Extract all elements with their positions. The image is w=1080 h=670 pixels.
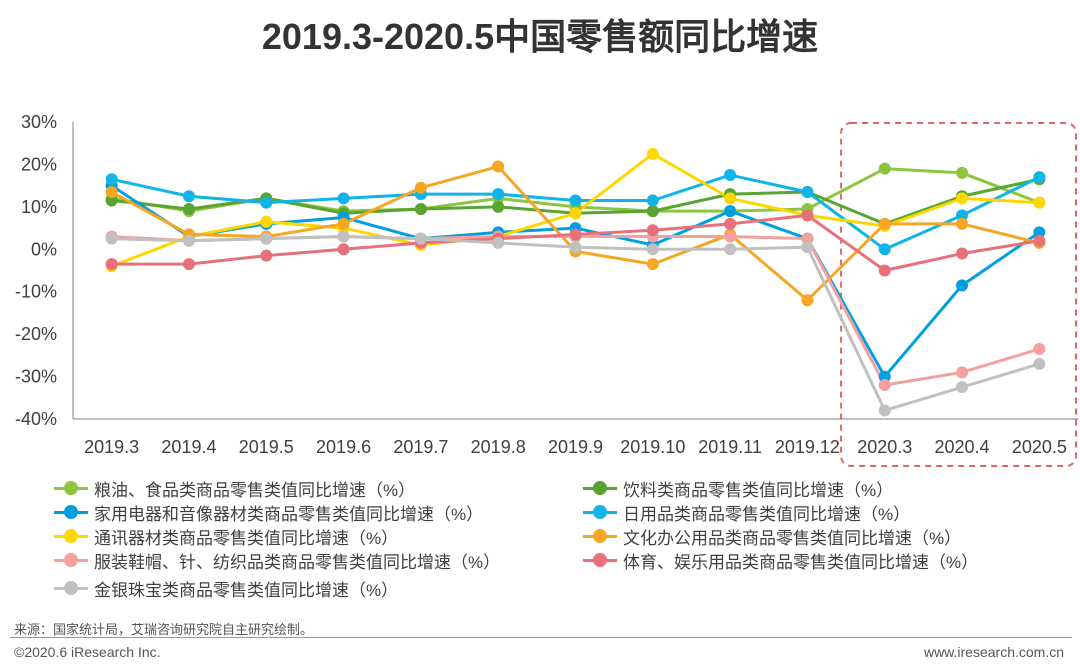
- series-5-point: [801, 294, 814, 307]
- series-3-point: [260, 196, 273, 209]
- series-7-point: [956, 247, 969, 260]
- series-7-point: [724, 217, 737, 230]
- series-8-point: [801, 241, 814, 254]
- x-tick-label: 2019.11: [698, 437, 762, 457]
- series-3-point: [569, 194, 582, 207]
- series-3-point: [492, 188, 505, 201]
- series-3-point: [724, 169, 737, 182]
- series-2-point: [956, 279, 969, 292]
- series-4-point: [1033, 196, 1046, 209]
- x-tick-label: 2020.5: [1012, 437, 1067, 457]
- series-4-point: [956, 192, 969, 205]
- series-8-point: [646, 243, 659, 256]
- y-tick-label: -10%: [15, 282, 57, 302]
- series-1-point: [646, 205, 659, 218]
- x-tick-label: 2019.6: [316, 437, 371, 457]
- series-6-point: [878, 379, 891, 392]
- series-7-point: [1033, 234, 1046, 247]
- series-8-point: [414, 232, 427, 245]
- website-link[interactable]: www.iresearch.com.cn: [923, 644, 1064, 660]
- footer-divider: [10, 637, 1072, 638]
- series-7-point: [878, 264, 891, 277]
- series-4-point: [646, 147, 659, 160]
- series-8-point: [337, 230, 350, 243]
- series-3-point: [646, 194, 659, 207]
- series-5-point: [414, 181, 427, 194]
- series-7-point: [260, 249, 273, 262]
- y-tick-label: -30%: [15, 367, 57, 387]
- line-chart: 30% 20% 10% 0% -10% -20% -30% -40% 2019.3 2019.4 2…: [15, 112, 1078, 467]
- series-3-point: [1033, 171, 1046, 184]
- x-tick-label: 2019.12: [775, 437, 840, 457]
- series-5-point: [105, 186, 118, 199]
- series-4-point: [569, 207, 582, 220]
- series-6-point: [1033, 342, 1046, 355]
- source-note: 来源：国家统计局，艾瑞咨询研究院自主研究绘制。: [14, 622, 314, 637]
- y-tick-label: 30%: [21, 112, 57, 132]
- series-3-point: [801, 186, 814, 199]
- series-4-point: [724, 192, 737, 205]
- series-3-point: [956, 209, 969, 222]
- series-8-point: [1033, 357, 1046, 370]
- series-line-8: [111, 235, 1040, 413]
- series-7-point: [646, 224, 659, 237]
- series-8-point: [105, 232, 118, 245]
- series-3-point: [878, 243, 891, 256]
- x-tick-label: 2019.3: [84, 437, 139, 457]
- series-5-point: [956, 217, 969, 230]
- series-5-point: [646, 258, 659, 271]
- series-0-point: [956, 166, 969, 179]
- series-5-point: [878, 217, 891, 230]
- series-8-point: [956, 381, 969, 394]
- series-8-point: [878, 404, 891, 417]
- series-6-point: [724, 230, 737, 243]
- x-tick-label: 2019.4: [161, 437, 216, 457]
- x-tick-label: 2020.4: [935, 437, 990, 457]
- series-6-point: [956, 366, 969, 379]
- x-tick-label: 2019.8: [471, 437, 526, 457]
- series-7-point: [569, 228, 582, 241]
- series-1-point: [182, 202, 195, 215]
- x-tick-label: 2019.5: [239, 437, 294, 457]
- series-1-point: [105, 194, 118, 207]
- series-2-point: [1033, 226, 1046, 239]
- series-1-point: [492, 200, 505, 213]
- series-2-point: [724, 205, 737, 218]
- series-4-point: [260, 215, 273, 228]
- series-7-point: [105, 258, 118, 271]
- series-1-point: [414, 202, 427, 215]
- y-tick-label: 10%: [21, 197, 57, 217]
- series-8-point: [569, 241, 582, 254]
- series-3-point: [182, 190, 195, 203]
- series-7-point: [337, 243, 350, 256]
- series-8-point: [492, 236, 505, 249]
- copyright-text: ©2020.6 iResearch Inc.: [14, 644, 161, 660]
- series-2-point: [878, 370, 891, 383]
- y-tick-label: -20%: [15, 324, 57, 344]
- series-3-point: [337, 192, 350, 205]
- y-tick-label: 20%: [21, 154, 57, 174]
- series-0-point: [878, 162, 891, 175]
- series-8-point: [260, 232, 273, 245]
- series-5-point: [337, 217, 350, 230]
- series-7-point: [182, 258, 195, 271]
- series-6-point: [801, 232, 814, 245]
- x-tick-label: 2019.9: [548, 437, 603, 457]
- y-tick-label: 0%: [31, 239, 57, 259]
- x-tick-label: 2020.3: [857, 437, 912, 457]
- series-8-point: [182, 234, 195, 247]
- chart-title: 2019.3-2020.5中国零售额同比增速: [261, 16, 819, 57]
- y-tick-label: -40%: [15, 409, 57, 429]
- x-tick-label: 2019.7: [393, 437, 448, 457]
- series-8-point: [724, 243, 737, 256]
- series-3-point: [105, 173, 118, 186]
- x-tick-label: 2019.10: [620, 437, 685, 457]
- highlight-box: [840, 122, 1077, 467]
- series-7-point: [801, 209, 814, 222]
- series-5-point: [492, 160, 505, 173]
